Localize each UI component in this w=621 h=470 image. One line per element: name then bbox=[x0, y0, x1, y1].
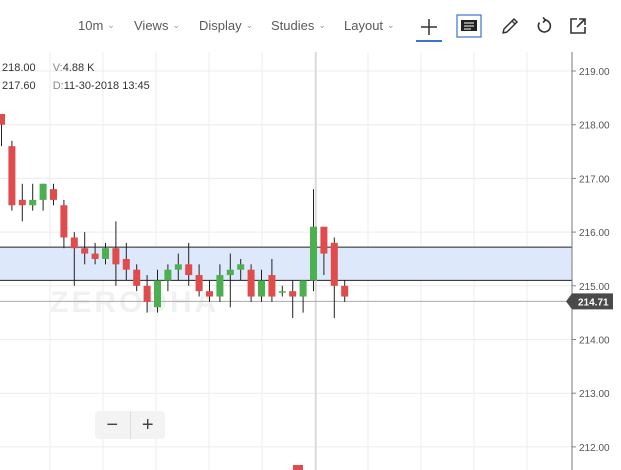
candle-body bbox=[50, 189, 57, 200]
candle-body bbox=[289, 291, 297, 297]
candle-body bbox=[8, 146, 16, 206]
layout-dropdown[interactable]: Layout ⌄ bbox=[344, 18, 395, 33]
price-tick-label: 213.00 bbox=[579, 389, 610, 400]
chevron-down-icon: ⌄ bbox=[318, 20, 326, 30]
candle-body bbox=[278, 291, 286, 293]
candle-body bbox=[226, 269, 234, 276]
candle-body bbox=[29, 199, 37, 206]
candle-body bbox=[18, 199, 26, 206]
infobox-button[interactable] bbox=[456, 13, 482, 39]
price-tick-label: 215.00 bbox=[579, 282, 610, 293]
candle-body bbox=[341, 285, 349, 297]
date-key: D: bbox=[52, 80, 64, 92]
candle-body bbox=[122, 258, 130, 270]
chevron-down-icon: ⌄ bbox=[107, 20, 115, 30]
zoom-out-button[interactable]: − bbox=[106, 413, 119, 436]
candle-body bbox=[293, 465, 303, 470]
views-dropdown[interactable]: Views ⌄ bbox=[134, 18, 180, 33]
candle-body bbox=[39, 183, 47, 200]
candle-body bbox=[216, 275, 224, 297]
layout-label: Layout bbox=[344, 18, 384, 33]
zoom-in-button[interactable]: + bbox=[129, 411, 166, 439]
interval-dropdown[interactable]: 10m ⌄ bbox=[78, 18, 115, 33]
volume-key: V: bbox=[52, 62, 63, 74]
chevron-down-icon: ⌄ bbox=[387, 20, 395, 30]
info-row-2: 217.60 D:11-30-2018 13:45 bbox=[2, 80, 150, 92]
candle-body bbox=[154, 280, 161, 308]
chevron-down-icon: ⌄ bbox=[172, 20, 180, 30]
candle-body bbox=[237, 264, 245, 270]
reset-button[interactable] bbox=[531, 13, 557, 39]
candle-body bbox=[310, 226, 317, 281]
candle-body bbox=[195, 275, 203, 292]
interval-label: 10m bbox=[78, 18, 104, 33]
candle-body bbox=[60, 205, 68, 238]
candle-body bbox=[0, 113, 5, 125]
high-value: 217.60 bbox=[2, 80, 36, 92]
candle-body bbox=[164, 269, 172, 281]
price-tick-label: 217.00 bbox=[579, 174, 610, 185]
crosshair-button[interactable] bbox=[416, 13, 442, 42]
studies-dropdown[interactable]: Studies ⌄ bbox=[271, 18, 326, 33]
candle-body bbox=[143, 285, 151, 302]
chart-toolbar: 10m ⌄ Views ⌄ Display ⌄ Studies ⌄ Layout… bbox=[0, 0, 621, 52]
popout-button[interactable] bbox=[565, 13, 591, 39]
views-label: Views bbox=[134, 18, 169, 33]
price-tick-label: 218.00 bbox=[579, 121, 610, 132]
display-label: Display bbox=[199, 18, 242, 33]
pencil-icon bbox=[502, 18, 518, 34]
infobox-icon bbox=[456, 14, 482, 38]
open-value: 218.00 bbox=[2, 62, 36, 74]
candle-body bbox=[81, 248, 89, 254]
candle-body bbox=[185, 264, 193, 276]
draw-button[interactable] bbox=[497, 13, 523, 39]
candle-body bbox=[299, 280, 307, 297]
current-price-label: 214.71 bbox=[578, 297, 609, 308]
candle-body bbox=[112, 248, 120, 265]
candle-body bbox=[70, 237, 78, 249]
candle-body bbox=[320, 226, 328, 254]
candle-body bbox=[174, 264, 182, 270]
candle-body bbox=[206, 291, 213, 297]
crosshair-icon bbox=[421, 18, 437, 35]
display-dropdown[interactable]: Display ⌄ bbox=[199, 18, 253, 33]
volume-value: 4.88 K bbox=[62, 62, 95, 74]
external-link-icon bbox=[570, 18, 586, 34]
candle-body bbox=[91, 253, 99, 259]
price-tick-label: 212.00 bbox=[579, 443, 610, 454]
candle-body bbox=[102, 248, 109, 259]
current-price-tag bbox=[566, 293, 613, 310]
candle-body bbox=[330, 242, 338, 286]
price-tick-label: 219.00 bbox=[579, 67, 610, 78]
candle-body bbox=[247, 269, 255, 297]
price-tick-label: 214.00 bbox=[579, 336, 610, 347]
date-value: 11-30-2018 13:45 bbox=[63, 80, 150, 92]
zoom-controls: − + bbox=[95, 411, 165, 439]
studies-label: Studies bbox=[271, 18, 315, 33]
candle-body bbox=[268, 275, 276, 297]
price-tick-label: 216.00 bbox=[579, 228, 610, 239]
candle-body bbox=[258, 280, 265, 297]
candle-body bbox=[133, 269, 141, 286]
watermark-text: ZERODHA bbox=[50, 286, 219, 319]
info-row-1: 218.00 V:4.88 K bbox=[2, 62, 95, 74]
refresh-icon bbox=[537, 17, 552, 33]
chevron-down-icon: ⌄ bbox=[245, 20, 254, 30]
